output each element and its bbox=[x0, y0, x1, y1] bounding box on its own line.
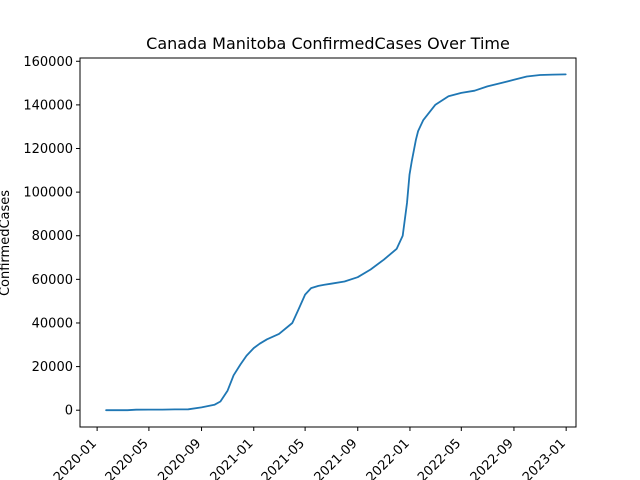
series-layer bbox=[105, 73, 567, 412]
y-tick-label: 40000 bbox=[32, 316, 73, 331]
y-axis-label: ConfirmedCases bbox=[0, 190, 13, 296]
y-tick-label: 120000 bbox=[23, 142, 73, 157]
y-tick-label: 160000 bbox=[23, 55, 73, 70]
y-tick-label: 60000 bbox=[32, 273, 73, 288]
y-tick-label: 20000 bbox=[32, 360, 73, 375]
y-tick-label: 80000 bbox=[32, 229, 73, 244]
chart-title: Canada Manitoba ConfirmedCases Over Time bbox=[146, 34, 510, 53]
series-line bbox=[105, 73, 567, 412]
y-tick-label: 140000 bbox=[23, 98, 73, 113]
y-tick-label: 100000 bbox=[23, 186, 73, 201]
plot-frame bbox=[79, 57, 577, 428]
y-tick-label: 0 bbox=[65, 404, 73, 419]
